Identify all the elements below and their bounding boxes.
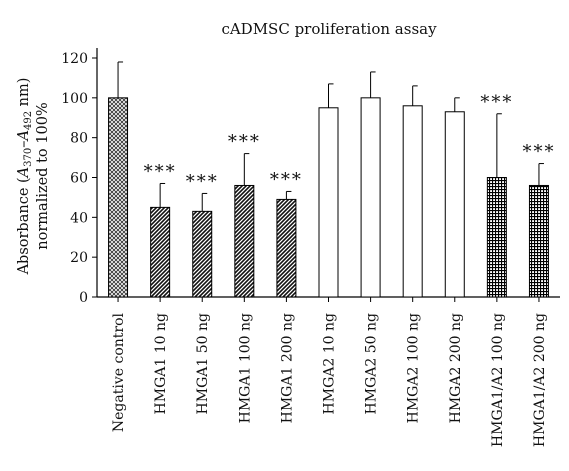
bar (276, 198, 297, 298)
significance-marker: *** (270, 169, 303, 190)
bar (192, 210, 213, 298)
y-axis-label-line1: Absorbance (A370–A492 nm) (16, 78, 34, 276)
x-tick-label: HMGA2 100 ng (406, 313, 422, 423)
bar (234, 184, 255, 298)
y-tick-label: 120 (61, 51, 88, 67)
bar (318, 107, 339, 298)
bar (360, 97, 381, 298)
y-axis-label: Absorbance (A370–A492 nm) normalized to … (16, 78, 51, 276)
bar (150, 206, 171, 298)
x-tick-label: HMGA1/A2 100 ng (490, 313, 506, 447)
x-tick-label: HMGA1 50 ng (195, 313, 211, 414)
x-tick-label: Negative control (111, 312, 127, 432)
plot-area: 0 20 40 60 80 100 120 Negative control *** HMGA1 … (61, 48, 560, 447)
chart-title: cADMSC proliferation assay (221, 20, 437, 38)
significance-marker: *** (144, 161, 177, 182)
y-tick-label: 80 (70, 131, 88, 147)
bar (402, 105, 423, 298)
bar (486, 177, 507, 298)
y-tick-label: 60 (70, 171, 88, 187)
x-tick-label: HMGA1 10 ng (153, 313, 169, 414)
x-tick-label: HMGA1 100 ng (237, 313, 253, 423)
y-tick-label: 40 (70, 210, 88, 226)
bar (444, 111, 465, 298)
bar (108, 97, 129, 298)
x-tick-label: HMGA2 50 ng (364, 313, 380, 414)
x-tick-label: HMGA1 200 ng (279, 313, 295, 423)
y-tick-label: 100 (61, 91, 88, 107)
y-axis-label-line2: normalized to 100% (35, 102, 51, 249)
x-tick-label: HMGA1/A2 200 ng (532, 313, 548, 447)
significance-marker: *** (480, 92, 513, 113)
y-tick-label: 0 (79, 290, 88, 306)
x-tick-label: HMGA2 10 ng (322, 313, 338, 414)
significance-marker: *** (186, 171, 219, 192)
bar (528, 184, 549, 298)
significance-marker: *** (228, 132, 261, 153)
significance-marker: *** (522, 142, 555, 163)
y-tick-label: 20 (70, 250, 88, 266)
x-tick-label: HMGA2 200 ng (448, 313, 464, 423)
